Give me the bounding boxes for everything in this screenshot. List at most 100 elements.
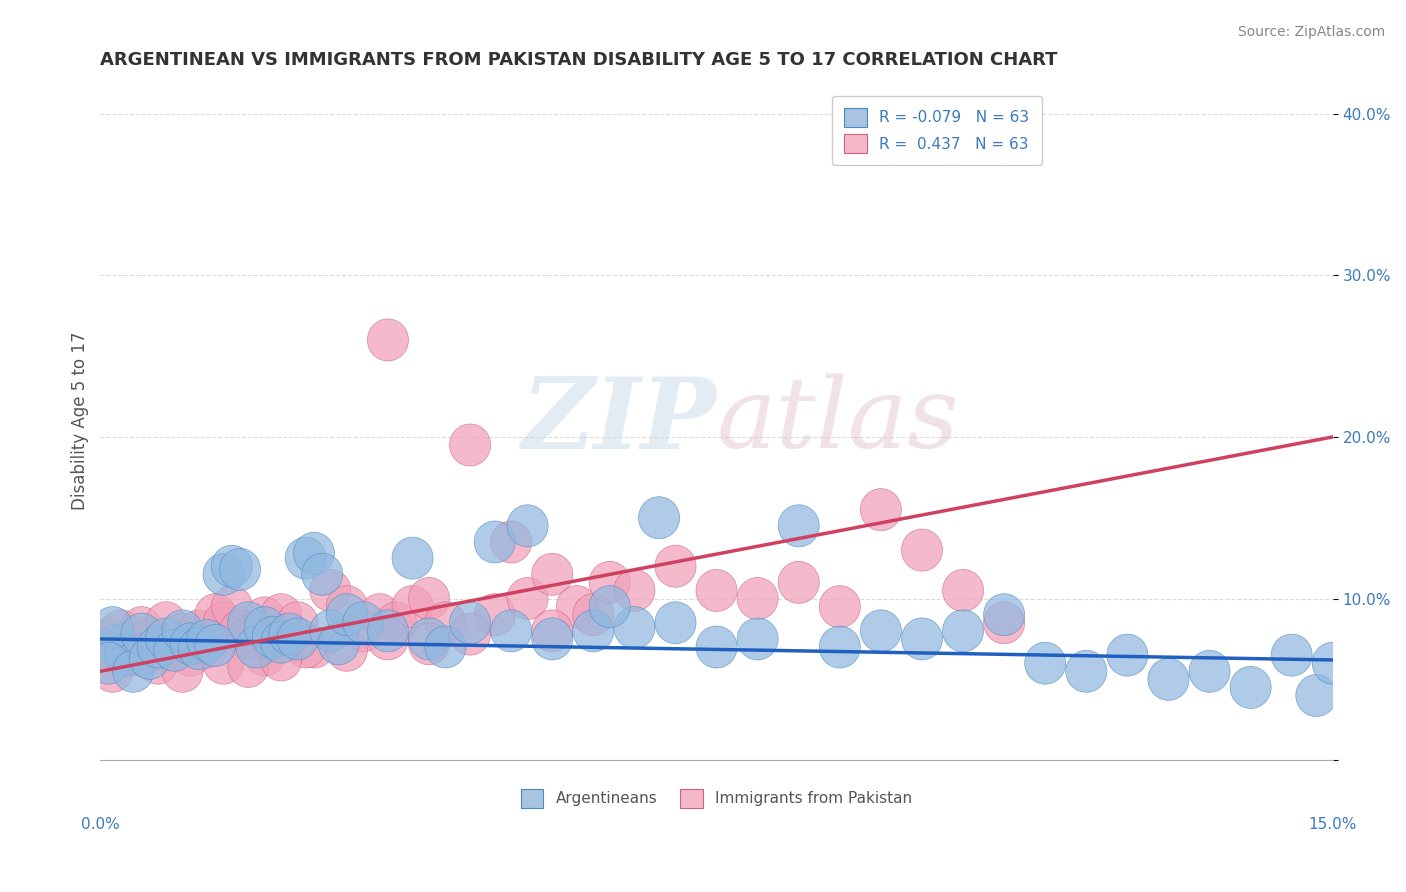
Ellipse shape (162, 650, 202, 692)
Ellipse shape (277, 618, 318, 660)
Ellipse shape (162, 613, 202, 655)
Ellipse shape (285, 626, 326, 668)
Ellipse shape (1066, 650, 1107, 692)
Ellipse shape (425, 626, 465, 668)
Ellipse shape (901, 618, 942, 660)
Ellipse shape (638, 497, 679, 539)
Ellipse shape (409, 577, 450, 620)
Ellipse shape (96, 624, 138, 666)
Ellipse shape (392, 537, 433, 579)
Ellipse shape (112, 650, 153, 692)
Ellipse shape (245, 634, 285, 676)
Ellipse shape (162, 610, 202, 652)
Ellipse shape (696, 626, 737, 668)
Ellipse shape (219, 549, 260, 591)
Ellipse shape (778, 561, 820, 603)
Ellipse shape (491, 521, 531, 563)
Ellipse shape (100, 610, 142, 652)
Ellipse shape (245, 597, 285, 639)
Ellipse shape (778, 505, 820, 547)
Text: ARGENTINEAN VS IMMIGRANTS FROM PAKISTAN DISABILITY AGE 5 TO 17 CORRELATION CHART: ARGENTINEAN VS IMMIGRANTS FROM PAKISTAN … (100, 51, 1057, 69)
Ellipse shape (942, 569, 984, 612)
Ellipse shape (326, 629, 367, 672)
Ellipse shape (170, 634, 211, 676)
Ellipse shape (696, 569, 737, 612)
Ellipse shape (211, 545, 252, 587)
Ellipse shape (367, 610, 409, 652)
Ellipse shape (260, 639, 302, 681)
Ellipse shape (655, 545, 696, 587)
Ellipse shape (942, 610, 984, 652)
Text: 0.0%: 0.0% (82, 817, 120, 831)
Ellipse shape (531, 618, 572, 660)
Ellipse shape (557, 586, 598, 628)
Ellipse shape (96, 629, 138, 672)
Ellipse shape (89, 618, 129, 660)
Ellipse shape (359, 594, 401, 636)
Ellipse shape (294, 626, 335, 668)
Ellipse shape (655, 602, 696, 644)
Ellipse shape (121, 607, 162, 648)
Ellipse shape (195, 624, 236, 666)
Ellipse shape (491, 610, 531, 652)
Ellipse shape (737, 577, 778, 620)
Ellipse shape (285, 537, 326, 579)
Ellipse shape (179, 610, 219, 652)
Ellipse shape (531, 610, 572, 652)
Ellipse shape (425, 602, 465, 644)
Ellipse shape (326, 586, 367, 628)
Ellipse shape (202, 642, 245, 684)
Ellipse shape (245, 607, 285, 648)
Ellipse shape (146, 618, 187, 660)
Ellipse shape (614, 569, 655, 612)
Ellipse shape (450, 602, 491, 644)
Ellipse shape (343, 610, 384, 652)
Ellipse shape (89, 642, 129, 684)
Ellipse shape (531, 553, 572, 595)
Ellipse shape (589, 561, 630, 603)
Ellipse shape (572, 610, 614, 652)
Ellipse shape (187, 620, 228, 662)
Ellipse shape (121, 634, 162, 676)
Text: 15.0%: 15.0% (1309, 817, 1357, 831)
Ellipse shape (984, 602, 1025, 644)
Ellipse shape (737, 618, 778, 660)
Ellipse shape (228, 602, 269, 644)
Ellipse shape (219, 610, 260, 652)
Ellipse shape (309, 569, 352, 612)
Ellipse shape (1189, 650, 1230, 692)
Ellipse shape (1296, 674, 1337, 716)
Ellipse shape (409, 618, 450, 660)
Ellipse shape (146, 602, 187, 644)
Ellipse shape (104, 626, 146, 668)
Ellipse shape (153, 623, 195, 665)
Ellipse shape (104, 634, 146, 676)
Ellipse shape (508, 577, 548, 620)
Ellipse shape (367, 618, 409, 660)
Ellipse shape (187, 626, 228, 668)
Ellipse shape (260, 621, 302, 663)
Ellipse shape (93, 650, 134, 692)
Ellipse shape (211, 586, 252, 628)
Ellipse shape (375, 602, 416, 644)
Ellipse shape (236, 626, 277, 668)
Ellipse shape (260, 594, 302, 636)
Ellipse shape (1107, 634, 1147, 676)
Ellipse shape (860, 489, 901, 531)
Legend: Argentineans, Immigrants from Pakistan: Argentineans, Immigrants from Pakistan (515, 783, 918, 814)
Ellipse shape (121, 613, 162, 655)
Ellipse shape (367, 319, 409, 361)
Ellipse shape (318, 623, 359, 665)
Ellipse shape (129, 637, 170, 680)
Ellipse shape (1147, 658, 1189, 700)
Ellipse shape (450, 424, 491, 466)
Ellipse shape (474, 521, 515, 563)
Ellipse shape (252, 616, 294, 658)
Ellipse shape (138, 626, 179, 668)
Ellipse shape (112, 634, 153, 676)
Ellipse shape (269, 613, 309, 655)
Ellipse shape (901, 529, 942, 571)
Y-axis label: Disability Age 5 to 17: Disability Age 5 to 17 (72, 332, 89, 510)
Ellipse shape (614, 607, 655, 648)
Ellipse shape (1271, 634, 1312, 676)
